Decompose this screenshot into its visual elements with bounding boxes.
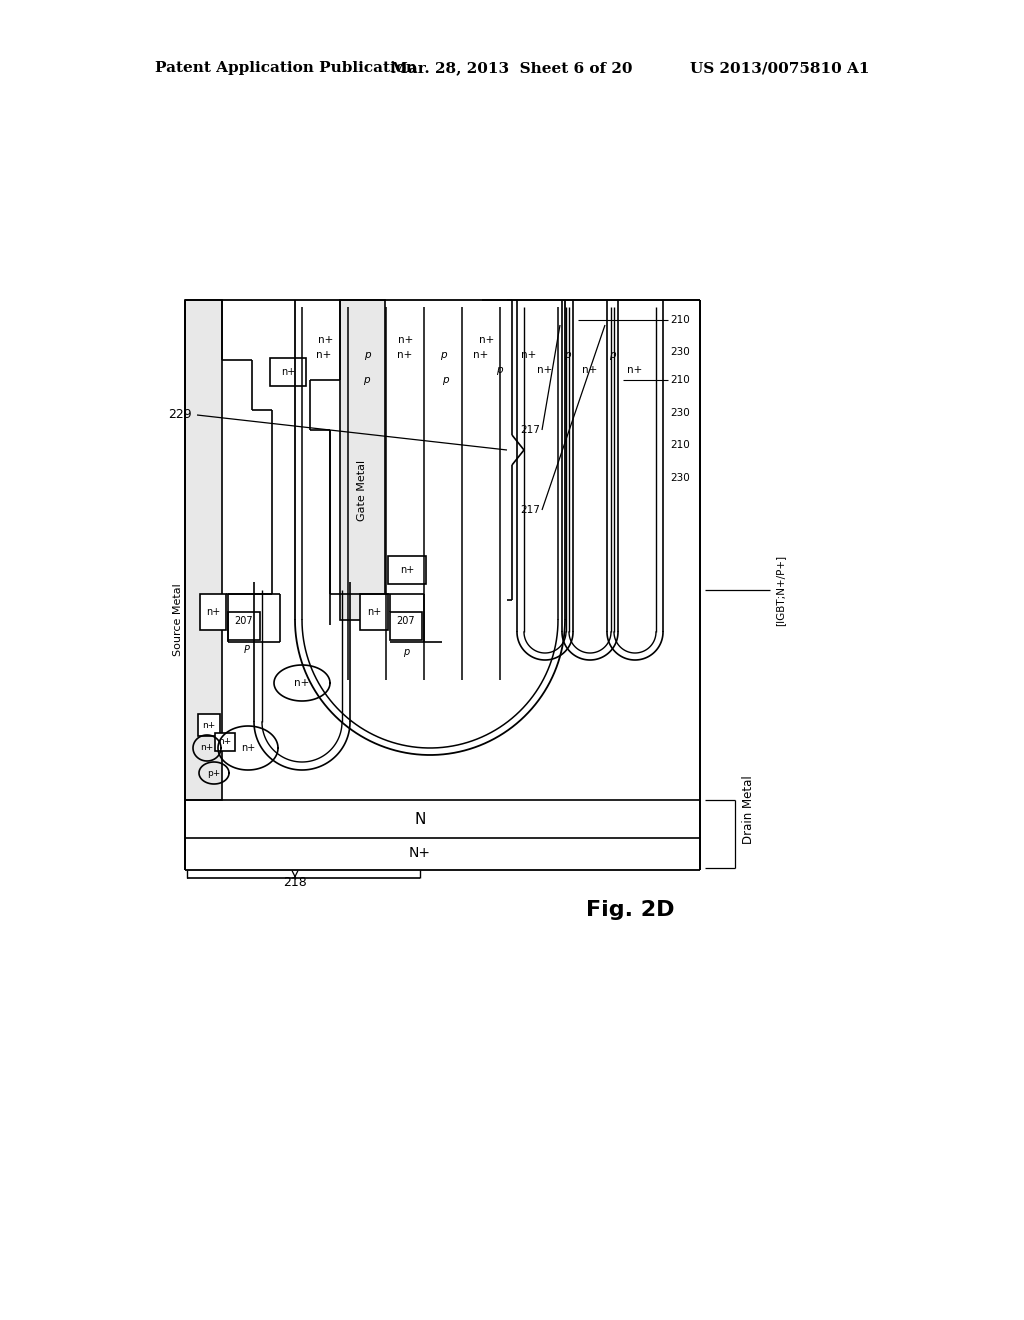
Text: n+: n+ bbox=[400, 565, 414, 576]
Text: 230: 230 bbox=[670, 473, 690, 483]
Text: n+: n+ bbox=[367, 607, 381, 616]
Text: [IGBT;N+/P+]: [IGBT;N+/P+] bbox=[775, 554, 785, 626]
Text: 217: 217 bbox=[520, 506, 540, 515]
Text: n+: n+ bbox=[521, 350, 537, 360]
Text: n+: n+ bbox=[397, 350, 413, 360]
Text: 210: 210 bbox=[670, 315, 690, 325]
Text: 210: 210 bbox=[670, 440, 690, 450]
Text: 207: 207 bbox=[396, 616, 416, 626]
Text: Gate Metal: Gate Metal bbox=[357, 459, 367, 520]
Text: Mar. 28, 2013  Sheet 6 of 20: Mar. 28, 2013 Sheet 6 of 20 bbox=[391, 61, 633, 75]
Text: 230: 230 bbox=[670, 408, 690, 418]
Text: US 2013/0075810 A1: US 2013/0075810 A1 bbox=[690, 61, 870, 75]
Text: n+: n+ bbox=[473, 350, 488, 360]
Text: N: N bbox=[415, 812, 426, 826]
Text: p+: p+ bbox=[208, 768, 220, 777]
Text: 210: 210 bbox=[670, 375, 690, 385]
Text: p: p bbox=[402, 647, 410, 657]
Bar bbox=[200, 594, 226, 630]
Text: p: p bbox=[608, 350, 615, 360]
Bar bbox=[228, 612, 260, 640]
Text: n+: n+ bbox=[316, 350, 332, 360]
Text: Fig. 2D: Fig. 2D bbox=[586, 900, 674, 920]
Text: n+: n+ bbox=[203, 721, 216, 730]
Text: p: p bbox=[563, 350, 570, 360]
Text: n+: n+ bbox=[479, 335, 495, 345]
Text: 207: 207 bbox=[234, 616, 253, 626]
Text: p: p bbox=[496, 366, 503, 375]
Text: n+: n+ bbox=[201, 743, 214, 752]
Bar bbox=[185, 300, 222, 800]
Text: 217: 217 bbox=[520, 425, 540, 436]
Bar bbox=[360, 594, 388, 630]
Text: 230: 230 bbox=[670, 347, 690, 356]
Bar bbox=[388, 556, 426, 583]
Text: n+: n+ bbox=[318, 335, 334, 345]
Text: p: p bbox=[362, 375, 370, 385]
Text: Drain Metal: Drain Metal bbox=[741, 776, 755, 845]
Text: n+: n+ bbox=[398, 335, 414, 345]
Text: n+: n+ bbox=[583, 366, 598, 375]
Bar bbox=[270, 358, 306, 385]
Text: n+: n+ bbox=[218, 738, 231, 747]
Text: p: p bbox=[364, 350, 371, 360]
Text: n+: n+ bbox=[294, 678, 309, 688]
Bar bbox=[340, 300, 385, 620]
Text: n+: n+ bbox=[538, 366, 553, 375]
Text: n+: n+ bbox=[628, 366, 643, 375]
Text: P: P bbox=[244, 645, 250, 655]
Text: p: p bbox=[441, 375, 449, 385]
Text: 218: 218 bbox=[283, 875, 307, 888]
Text: n+: n+ bbox=[206, 607, 220, 616]
Text: N+: N+ bbox=[409, 846, 431, 861]
Text: n+: n+ bbox=[281, 367, 295, 378]
Text: Patent Application Publication: Patent Application Publication bbox=[155, 61, 417, 75]
Bar bbox=[390, 612, 422, 640]
Text: 229: 229 bbox=[168, 408, 193, 421]
Bar bbox=[198, 714, 220, 737]
Bar bbox=[215, 733, 234, 751]
Text: Source Metal: Source Metal bbox=[173, 583, 183, 656]
Text: p: p bbox=[439, 350, 446, 360]
Text: n+: n+ bbox=[241, 743, 255, 752]
